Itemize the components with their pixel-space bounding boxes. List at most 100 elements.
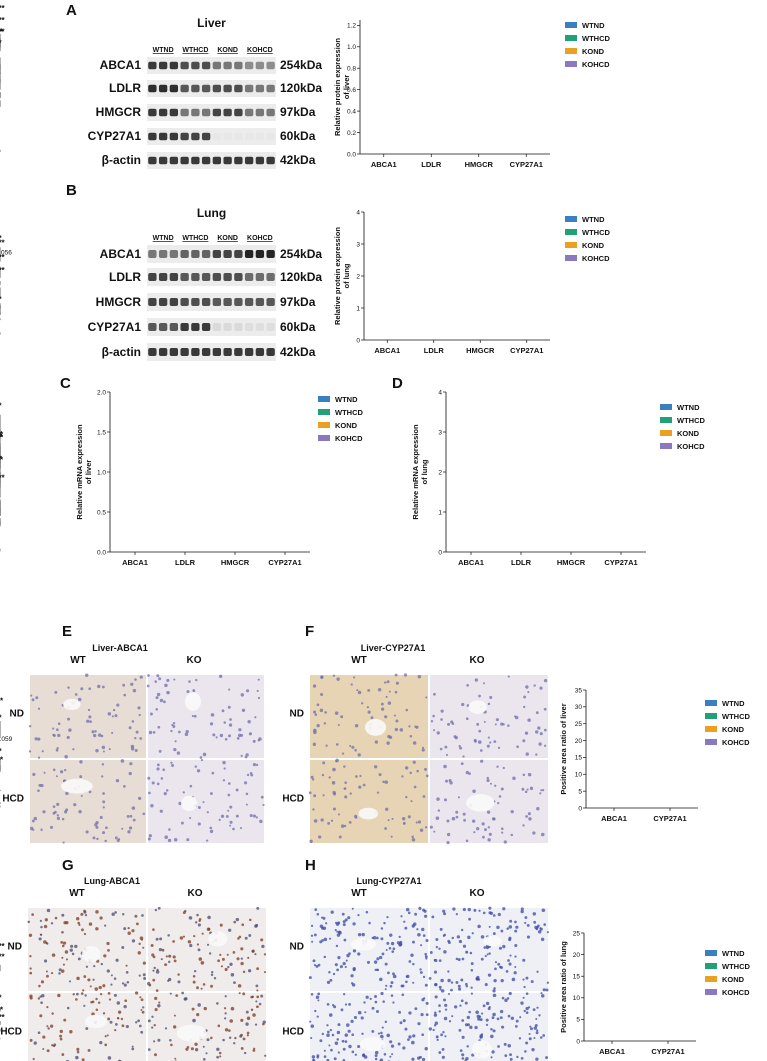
ihc-nucleus [64, 754, 68, 759]
blot-band [148, 323, 157, 331]
legend-swatch [318, 435, 330, 441]
blot-kda-label: 60kDa [280, 320, 316, 334]
ihc-nucleus [474, 678, 479, 682]
ihc-nucleus [376, 957, 380, 961]
ihc-nucleus [197, 948, 201, 952]
ihc-nucleus [438, 985, 442, 989]
ihc-nucleus [438, 1004, 441, 1007]
ihc-nucleus [104, 1035, 107, 1038]
ihc-nucleus [61, 956, 64, 959]
ihc-nucleus [224, 1017, 227, 1020]
ihc-nucleus [52, 1045, 56, 1048]
ihc-nucleus [525, 815, 528, 818]
ihc-nucleus [384, 681, 387, 684]
ihc-column-label: WT [70, 655, 86, 666]
blot-band [169, 132, 179, 141]
ihc-nucleus [148, 730, 153, 735]
legend-label: KOHCD [722, 988, 750, 997]
blot-kda-label: 254kDa [280, 58, 322, 72]
ihc-nucleus [382, 1000, 385, 1003]
ihc-nucleus [386, 916, 389, 919]
ihc-nucleus [220, 965, 223, 968]
ihc-nucleus [448, 779, 452, 783]
ihc-nucleus [351, 1050, 355, 1054]
y-tick-label: 0 [576, 1038, 580, 1045]
ihc-nucleus [113, 993, 117, 997]
ihc-nucleus [384, 988, 387, 991]
ihc-nucleus [104, 924, 107, 927]
blot-kda-label: 120kDa [280, 270, 322, 284]
ihc-nucleus [319, 924, 324, 928]
ihc-nucleus [199, 756, 203, 759]
ihc-nucleus [460, 978, 464, 982]
ihc-nucleus [46, 908, 51, 913]
ihc-nucleus [357, 952, 361, 956]
ihc-nucleus [462, 944, 467, 948]
ihc-nucleus [334, 711, 339, 715]
ihc-nucleus [88, 687, 92, 691]
blot-kda-label: 97kDa [280, 105, 316, 119]
ihc-nucleus [159, 937, 163, 941]
y-tick-label: 0.0 [97, 549, 106, 556]
ihc-nucleus [58, 968, 62, 972]
ihc-nucleus [313, 819, 318, 823]
ihc-nucleus [322, 761, 326, 765]
ihc-nucleus [509, 919, 513, 923]
blot-protein-label: CYP27A1 [88, 320, 142, 334]
ihc-nucleus [206, 839, 209, 842]
ihc-nucleus [102, 800, 106, 804]
ihc-nucleus [457, 984, 461, 988]
ihc-nucleus [482, 835, 485, 839]
x-category-label: ABCA1 [458, 558, 484, 567]
ihc-nucleus [455, 815, 459, 819]
y-tick-label: 5 [578, 788, 582, 795]
ihc-nucleus [494, 784, 497, 787]
x-category-label: CYP27A1 [510, 160, 543, 169]
y-tick-label: 2 [438, 469, 442, 476]
ihc-nucleus [41, 750, 44, 753]
significance-label: p=0.056 [0, 250, 12, 257]
ihc-nucleus [444, 1008, 448, 1011]
ihc-nucleus [392, 947, 396, 951]
ihc-nucleus [465, 982, 468, 986]
ihc-nucleus [44, 959, 48, 963]
ihc-nucleus [380, 707, 385, 711]
ihc-nucleus [504, 1054, 508, 1058]
ihc-nucleus [425, 774, 429, 778]
ihc-nucleus [385, 984, 388, 987]
legend-swatch [660, 430, 672, 436]
ihc-nucleus [514, 943, 518, 948]
ihc-nucleus [236, 957, 240, 961]
ihc-image-background [30, 675, 146, 758]
ihc-nucleus [421, 1033, 425, 1037]
ihc-nucleus [202, 801, 205, 804]
ihc-nucleus [223, 1007, 227, 1010]
ihc-nucleus [107, 1056, 112, 1060]
ihc-nucleus [235, 814, 239, 818]
ihc-nucleus [326, 1058, 330, 1061]
ihc-nucleus [59, 1037, 63, 1041]
ihc-nucleus [489, 741, 492, 744]
ihc-nucleus [402, 1019, 406, 1023]
legend-label: WTHCD [582, 34, 610, 43]
ihc-nucleus [223, 767, 226, 770]
y-tick-label: 20 [575, 738, 583, 745]
ihc-nucleus [51, 1012, 54, 1015]
blot-band [244, 108, 254, 117]
ihc-nucleus [150, 804, 154, 808]
ihc-nucleus [343, 938, 347, 942]
ihc-nucleus [412, 940, 415, 944]
ihc-nucleus [488, 952, 491, 955]
ihc-nucleus [88, 715, 92, 719]
ihc-nucleus [509, 954, 512, 957]
blot-band [255, 61, 265, 70]
ihc-nucleus [422, 795, 426, 798]
y-tick-label: 30 [575, 704, 583, 711]
ihc-nucleus [240, 754, 243, 757]
ihc-nucleus [476, 722, 480, 726]
ihc-nucleus [195, 678, 198, 682]
ihc-nucleus [527, 772, 532, 777]
ihc-nucleus [411, 1057, 415, 1061]
